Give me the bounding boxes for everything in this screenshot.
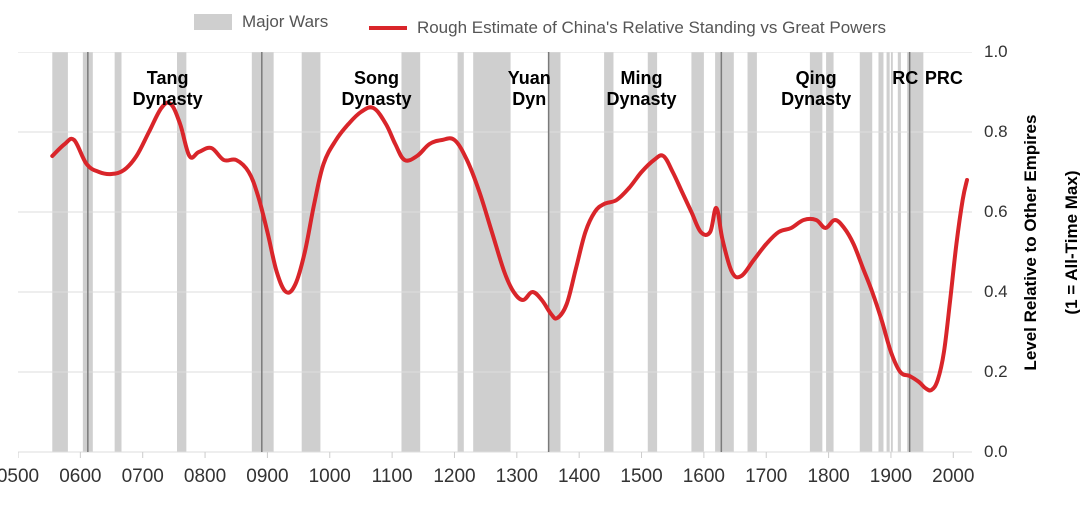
- x-tick-label: 1500: [620, 466, 662, 488]
- x-tick-label: 1400: [558, 466, 600, 488]
- legend-label-wars: Major Wars: [242, 12, 328, 32]
- legend-label-line: Rough Estimate of China's Relative Stand…: [417, 18, 886, 38]
- y-tick-label: 0.2: [984, 362, 1008, 382]
- legend: Major Wars Rough Estimate of China's Rel…: [0, 12, 1080, 38]
- legend-swatch-line: [369, 26, 407, 30]
- y-axis-title: Level Relative to Other Empires (1 = All…: [1001, 115, 1080, 390]
- dynasty-label: PRC: [925, 68, 963, 89]
- x-tick-label: 1200: [433, 466, 475, 488]
- legend-item-wars: Major Wars: [194, 12, 328, 32]
- y-tick-label: 1.0: [984, 42, 1008, 62]
- x-tick-label: 1300: [496, 466, 538, 488]
- dynasty-label: Yuan Dyn: [508, 68, 551, 109]
- dynasty-label: Qing Dynasty: [781, 68, 851, 109]
- dynasty-label: Tang Dynasty: [133, 68, 203, 109]
- legend-swatch-wars: [194, 14, 232, 30]
- dynasty-label: RC: [892, 68, 918, 89]
- y-tick-label: 0.0: [984, 442, 1008, 462]
- y-tick-label: 0.4: [984, 282, 1008, 302]
- plot-area: [18, 52, 972, 452]
- x-tick-label: 1600: [683, 466, 725, 488]
- x-tick-label: 1900: [870, 466, 912, 488]
- x-tick-label: 1000: [309, 466, 351, 488]
- x-tick-label: 1800: [807, 466, 849, 488]
- china-standing-chart: Major Wars Rough Estimate of China's Rel…: [0, 0, 1080, 511]
- x-tick-label: 1100: [372, 466, 413, 488]
- legend-item-line: Rough Estimate of China's Relative Stand…: [369, 18, 886, 38]
- x-tick-label: 0700: [122, 466, 164, 488]
- x-tick-label: 0900: [246, 466, 288, 488]
- x-tick-label: 0800: [184, 466, 226, 488]
- x-tick-label: 1700: [745, 466, 787, 488]
- dynasty-label: Song Dynasty: [342, 68, 412, 109]
- x-tick-label: 2000: [932, 466, 974, 488]
- dynasty-label: Ming Dynasty: [607, 68, 677, 109]
- x-tick-label: 0600: [59, 466, 101, 488]
- y-tick-label: 0.8: [984, 122, 1008, 142]
- y-tick-label: 0.6: [984, 202, 1008, 222]
- y-axis-title-line1: Level Relative to Other Empires: [1021, 115, 1040, 371]
- plot-svg: [18, 52, 972, 460]
- x-tick-label: 0500: [0, 466, 39, 488]
- y-axis-title-line2: (1 = All-Time Max): [1062, 171, 1080, 315]
